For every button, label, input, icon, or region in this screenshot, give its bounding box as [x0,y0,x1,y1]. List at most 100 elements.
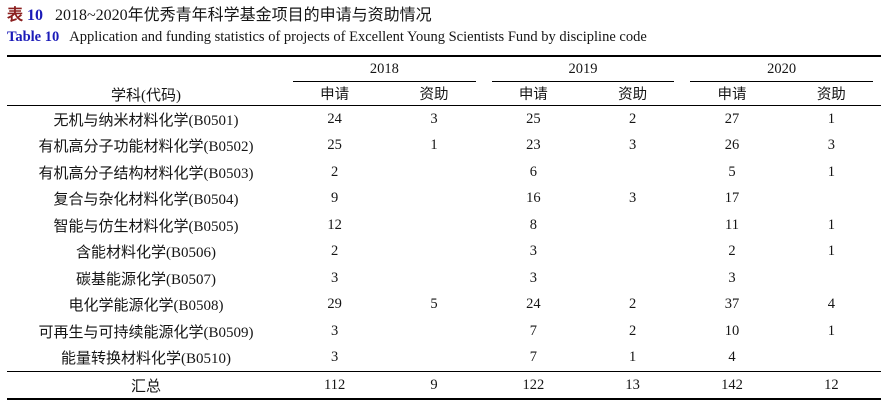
discipline-cell: 可再生与可持续能源化学(B0509) [38,324,254,341]
table-row: 复合与杂化材料化学(B0504) 9 16 3 17 [7,186,881,213]
year-label-2018: 2018 [293,61,476,82]
discipline-cell: 有机高分子结构材料化学(B0503) [38,165,254,182]
discipline-cell: 复合与杂化材料化学(B0504) [53,192,239,209]
value-cell: 1 [827,216,835,233]
discipline-cell: 能量转换材料化学(B0510) [61,351,231,368]
value-cell: 2 [629,322,637,339]
value-cell: 24 [526,296,541,313]
value-cell: 1 [827,243,835,260]
value-cell: 3 [430,110,438,127]
value-cell: 9 [331,190,339,207]
discipline-cell: 无机与纳米材料化学(B0501) [53,112,239,129]
discipline-cell: 电化学能源化学(B0508) [68,298,224,315]
subheader-2020-fund: 资助 [781,82,881,106]
table-row: 含能材料化学(B0506) 2 3 2 1 [7,239,881,266]
table-title-en: Application and funding statistics of pr… [69,29,647,45]
value-cell [384,212,483,239]
year-label-2020: 2020 [690,61,873,82]
value-cell: 1 [827,163,835,180]
value-cell [384,239,483,266]
summary-row: 汇总 112 9 122 13 142 12 [7,371,881,399]
summary-value-cell: 122 [483,371,583,399]
discipline-cell: 有机高分子功能材料化学(B0502) [38,139,254,156]
value-cell [782,345,881,372]
value-cell: 11 [724,216,739,233]
value-cell: 3 [331,349,339,366]
value-cell: 5 [430,296,438,313]
value-cell: 3 [728,269,736,286]
table-label-zh: 表 [7,7,24,24]
year-header-2020: 2020 [682,56,881,82]
value-cell: 8 [529,216,537,233]
value-cell: 3 [529,269,537,286]
value-cell: 12 [327,216,342,233]
value-cell [384,265,483,292]
subheader-2018-fund: 资助 [384,82,484,106]
value-cell: 5 [728,163,736,180]
value-cell: 7 [529,349,537,366]
table-label-en: Table 10 [7,29,60,45]
subheader-2019-apply: 申请 [483,82,583,106]
statistics-table: 学科(代码) 2018 2019 2020 申请 资助 申请 资助 申请 资助 … [7,55,881,400]
value-cell [384,318,483,345]
value-cell: 25 [327,137,342,154]
table-caption-en: Table 10 Application and funding statisti… [7,27,881,48]
table-caption-zh: 表 10 2018~2020年优秀青年科学基金项目的申请与资助情况 [7,4,881,27]
value-cell: 2 [331,243,339,260]
table-row: 碳基能源化学(B0507) 3 3 3 [7,265,881,292]
value-cell: 37 [724,296,740,313]
discipline-cell: 含能材料化学(B0506) [76,245,216,262]
value-cell: 7 [529,322,537,339]
value-cell: 2 [728,243,736,260]
table-row: 有机高分子功能材料化学(B0502) 25 1 23 3 26 3 [7,133,881,160]
value-cell: 1 [430,137,438,154]
value-cell: 3 [331,322,339,339]
year-header-2018: 2018 [285,56,484,82]
year-header-row: 学科(代码) 2018 2019 2020 [7,56,881,106]
table-row: 可再生与可持续能源化学(B0509) 3 7 2 10 1 [7,318,881,345]
value-cell: 3 [331,269,339,286]
value-cell: 1 [827,322,835,339]
table-number-zh: 10 [27,7,44,24]
summary-label: 汇总 [7,371,285,399]
value-cell: 27 [724,110,740,127]
value-cell: 4 [728,349,736,366]
value-cell: 4 [827,296,835,313]
value-cell [782,265,881,292]
value-cell [384,186,483,213]
value-cell [583,212,682,239]
value-cell: 1 [827,110,835,127]
value-cell: 3 [529,243,537,260]
value-cell: 26 [724,137,740,154]
value-cell: 24 [327,110,342,127]
value-cell: 25 [526,110,541,127]
table-header: 学科(代码) 2018 2019 2020 申请 资助 申请 资助 申请 资助 [7,56,881,106]
value-cell: 1 [629,349,637,366]
table-footer: 汇总 112 9 122 13 142 12 [7,371,881,399]
summary-value-cell: 13 [582,371,683,399]
value-cell: 29 [327,296,342,313]
value-cell [583,159,682,186]
value-cell: 3 [629,190,637,207]
value-cell: 3 [629,137,637,154]
summary-value-cell: 112 [285,371,385,399]
value-cell: 6 [529,163,537,180]
value-cell: 2 [629,296,637,313]
value-cell [384,345,483,372]
subheader-2019-fund: 资助 [582,82,683,106]
subheader-row: 申请 资助 申请 资助 申请 资助 [7,82,881,106]
value-cell: 2 [629,110,637,127]
summary-value-cell: 9 [384,371,484,399]
summary-value-cell: 12 [781,371,881,399]
year-header-2019: 2019 [484,56,683,82]
value-cell: 2 [331,163,339,180]
discipline-cell: 碳基能源化学(B0507) [76,271,216,288]
discipline-cell: 智能与仿生材料化学(B0505) [53,218,239,235]
table-row: 有机高分子结构材料化学(B0503) 2 6 5 1 [7,159,881,186]
value-cell: 17 [724,190,740,207]
table-row: 能量转换材料化学(B0510) 3 7 1 4 [7,345,881,372]
value-cell [583,239,682,266]
table-row: 电化学能源化学(B0508) 29 5 24 2 37 4 [7,292,881,319]
discipline-column-header: 学科(代码) [7,56,285,106]
